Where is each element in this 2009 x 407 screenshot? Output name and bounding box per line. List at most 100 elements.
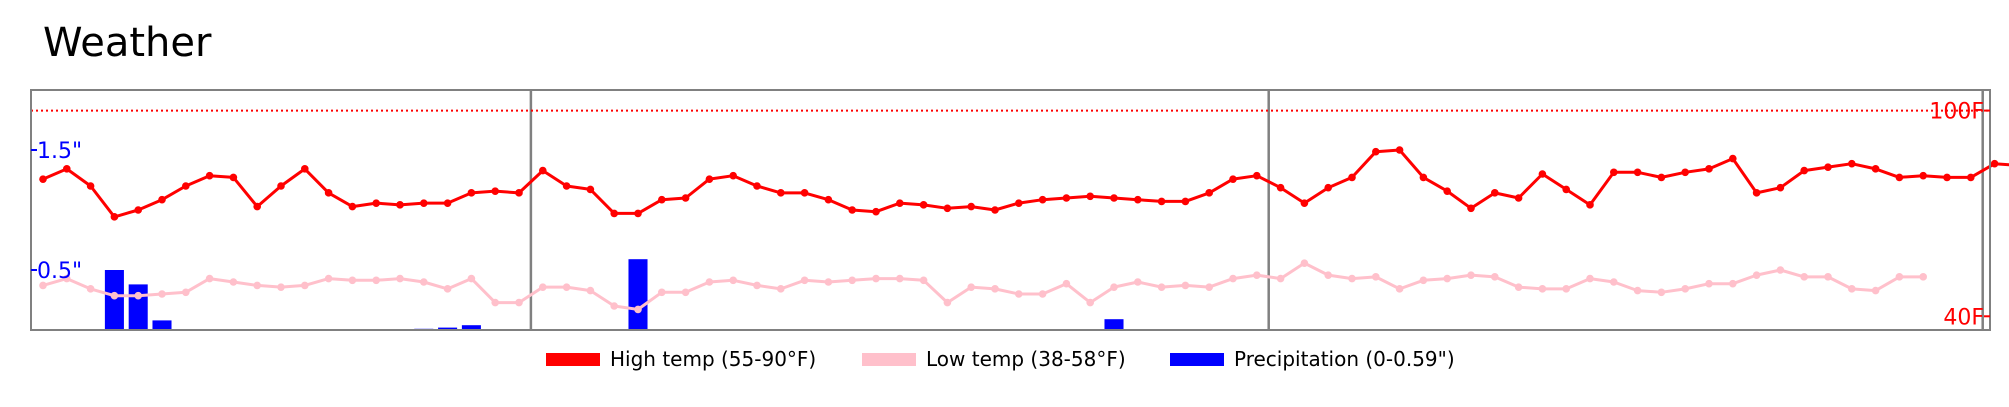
low-temp-point [586,286,595,295]
high-temp-point [39,175,47,183]
high-temp-point [491,187,500,195]
high-temp-point [1015,199,1023,207]
legend: High temp (55-90°F) Low temp (38-58°F) Pre… [546,347,1455,371]
high-temp-point [1538,170,1547,178]
high-temp-point [1800,166,1808,175]
high-temp-point [134,206,142,214]
legend-low-temp-label: Low temp (38-58°F) [926,347,1126,371]
legend-precipitation-swatch [1170,353,1224,366]
high-temp-point [1610,168,1618,177]
high-temp-point [1181,197,1190,206]
high-temp-line [42,148,2009,219]
high-temp-point [396,201,404,209]
precipitation-bar [104,270,124,330]
chart-title: Weather [43,20,212,66]
low-temp-point [610,302,618,310]
precip-tick-label: 1.5" [37,139,82,164]
low-temp-point [1729,279,1737,288]
high-temp-point [777,189,785,197]
high-temp-point [681,194,690,202]
high-temp-point [967,202,975,211]
legend-high-temp-label: High temp (55-90°F) [610,347,816,371]
low-temp-point [1514,283,1523,291]
low-temp-point [1372,273,1380,281]
high-temp-point [1514,194,1523,202]
high-temp-point [658,195,666,204]
high-temp-point [943,204,952,213]
high-temp-point [824,195,833,204]
low-temp-point [1586,274,1594,283]
low-temp-point [1062,279,1071,288]
low-temp-point [158,290,166,298]
low-temp-point [182,288,190,297]
high-temp-point [1943,173,1951,182]
high-temp-point [1990,159,1999,168]
low-temp-point [1395,285,1404,293]
high-temp-point [848,206,856,214]
high-temp-point [1348,173,1356,182]
low-temp-point [277,283,285,291]
precipitation-bar [628,259,648,330]
month-separators [529,90,1984,330]
high-temp-point [1967,173,1975,182]
low-temp-point [539,283,547,291]
legend-precipitation-label: Precipitation (0-0.59") [1234,347,1455,371]
high-temp-point [872,207,880,216]
low-temp-point [1348,274,1356,283]
high-temp-point [1324,183,1332,192]
high-temp-point [1871,165,1880,173]
high-temp-point [896,199,904,207]
high-temp-point [634,209,642,218]
temp-tick-label: 40F [1943,305,1984,330]
high-temp-point [1253,171,1261,180]
low-temp-point [1919,273,1927,281]
low-temp-point [1752,271,1761,279]
high-temp-point [1276,183,1285,192]
low-temp-point [658,288,666,297]
low-temp-point [1205,283,1213,291]
low-temp-point [1443,274,1451,283]
low-temp-point [1705,279,1713,288]
high-temp-point [610,209,618,218]
high-temp-point [1395,146,1404,154]
low-temp-point [1633,286,1642,295]
low-temp-point [1467,271,1475,279]
plot-frame [30,89,1991,331]
low-temp-point [348,276,357,285]
low-temp-point [991,285,999,293]
low-temp-point [800,276,809,285]
low-temp-point [1681,285,1689,293]
low-temp-point [943,298,952,307]
high-temp-point [539,166,547,175]
high-temp-point [1586,201,1594,209]
high-temp-point [1157,197,1166,206]
low-temp-point [562,283,571,291]
low-temp-series [39,259,1927,314]
low-temp-point [396,274,404,283]
high-temp-point [1491,189,1499,197]
high-temp-point [1038,195,1047,204]
low-temp-point [1610,278,1618,286]
low-temp-point [1871,286,1880,295]
high-temp-point [229,173,238,182]
high-temp-point [800,189,809,197]
precipitation-bar [128,284,148,330]
low-temp-point [872,274,880,283]
high-temp-point [1729,154,1737,163]
low-temp-point [1800,273,1808,281]
low-temp-point [1538,285,1547,293]
high-temp-point [443,199,452,207]
high-temp-point [182,182,190,190]
low-temp-line [42,261,1924,311]
low-temp-point [753,281,761,290]
high-temp-point [1633,168,1642,177]
low-temp-point [967,283,975,291]
precipitation-bar [438,327,458,330]
low-temp-point [919,276,928,285]
high-temp-point [1776,183,1785,192]
high-temp-point [1229,175,1237,183]
high-temp-point [1705,165,1713,173]
low-temp-point [1895,273,1904,281]
high-temp-point [1062,194,1071,202]
